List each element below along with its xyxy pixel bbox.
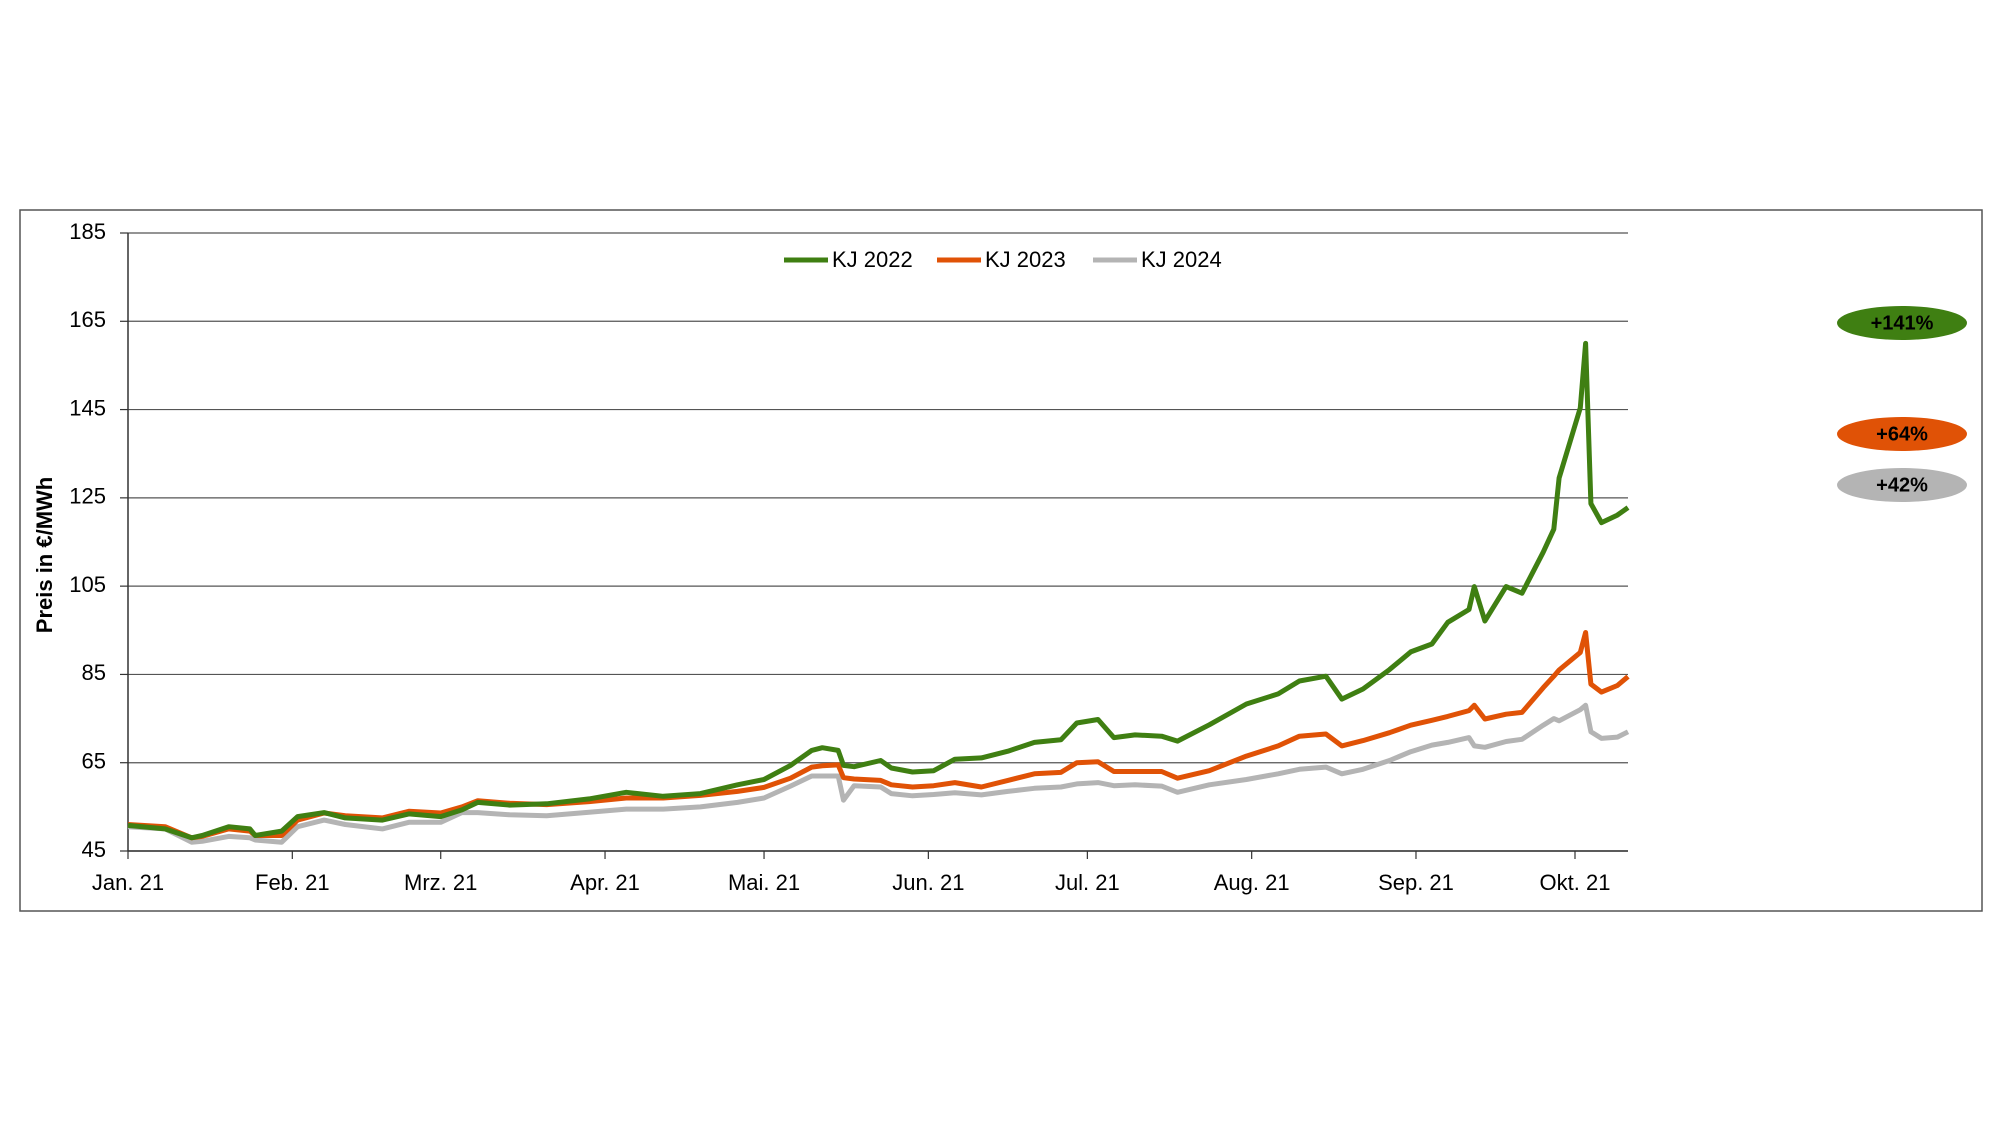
y-tick-label: 45: [82, 837, 106, 862]
y-tick-label: 105: [69, 572, 106, 597]
line-series: [127, 340, 1630, 841]
badge-label: +64%: [1876, 423, 1928, 445]
x-tick-label: Jul. 21: [1055, 870, 1120, 895]
y-tick-label: 145: [69, 395, 106, 420]
x-tick-label: Feb. 21: [255, 870, 330, 895]
chart-frame: [19, 209, 1983, 912]
badge-label: +141%: [1871, 312, 1934, 334]
x-tick-label: Apr. 21: [570, 870, 640, 895]
badge: [1837, 306, 1967, 340]
x-tick-label: Okt. 21: [1540, 870, 1611, 895]
x-tick-label: Mrz. 21: [404, 870, 477, 895]
x-tick-label: Jan. 21: [92, 870, 164, 895]
y-tick-label: 125: [69, 484, 106, 509]
y-tick-label: 85: [82, 660, 106, 685]
line-series: [127, 702, 1630, 845]
y-tick-label: 185: [69, 219, 106, 244]
x-tick-label: Aug. 21: [1214, 870, 1290, 895]
y-axis-label: Preis in €/MWh: [32, 477, 57, 633]
x-tick-label: Jun. 21: [892, 870, 964, 895]
y-tick-label: 165: [69, 307, 106, 332]
x-tick-label: Mai. 21: [728, 870, 800, 895]
badge: [1837, 468, 1967, 502]
legend-label: KJ 2024: [1141, 247, 1222, 272]
y-tick-label: 65: [82, 749, 106, 774]
legend-label: KJ 2022: [832, 247, 913, 272]
line-series: [127, 630, 1630, 841]
x-tick-label: Sep. 21: [1378, 870, 1454, 895]
badge-label: +42%: [1876, 474, 1928, 496]
badge: [1837, 417, 1967, 451]
legend-label: KJ 2023: [985, 247, 1066, 272]
